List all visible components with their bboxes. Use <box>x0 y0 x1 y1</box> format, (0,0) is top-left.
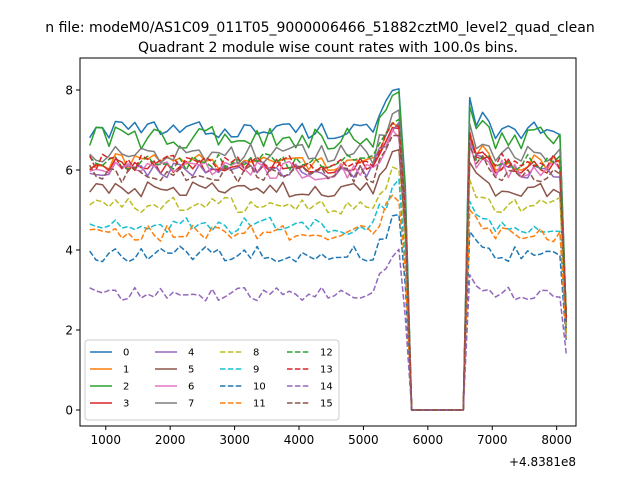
series-line-8 <box>89 166 568 411</box>
legend-frame <box>84 339 340 421</box>
y-tick-label: 6 <box>65 164 73 178</box>
legend-label-14: 14 <box>320 382 333 393</box>
legend-label-4: 4 <box>188 348 194 359</box>
y-tick-label: 0 <box>65 404 73 418</box>
y-tick-label: 4 <box>65 244 73 258</box>
x-tick-label: 6000 <box>413 433 444 447</box>
x-tick-label: 3000 <box>219 433 250 447</box>
series-line-10 <box>89 213 568 411</box>
x-axis: 1000 2000 3000 4000 5000 6000 7000 8000 <box>90 426 572 447</box>
legend-label-13: 13 <box>320 365 333 376</box>
legend-label-6: 6 <box>188 382 194 393</box>
series-line-2 <box>88 91 568 411</box>
y-tick-label: 8 <box>65 84 73 98</box>
series-line-0 <box>89 88 568 411</box>
series-line-11 <box>89 194 568 411</box>
series-layer <box>88 88 568 411</box>
legend-label-7: 7 <box>188 399 194 410</box>
chart-suptitle: n file: modeM0/AS1C09_011T05_9000006466_… <box>45 20 594 36</box>
legend-label-10: 10 <box>253 382 266 393</box>
legend-label-12: 12 <box>320 348 333 359</box>
legend-label-8: 8 <box>253 348 259 359</box>
series-line-7 <box>89 109 568 411</box>
series-line-12 <box>89 118 568 411</box>
legend-label-1: 1 <box>123 365 129 376</box>
x-tick-label: 1000 <box>90 433 121 447</box>
legend-label-0: 0 <box>123 348 129 359</box>
legend-label-15: 15 <box>320 399 333 410</box>
x-offset-label: +4.8381e8 <box>509 455 576 469</box>
x-tick-label: 8000 <box>541 433 572 447</box>
y-axis: 0 2 4 6 8 <box>65 84 80 418</box>
x-tick-label: 7000 <box>477 433 508 447</box>
series-line-13 <box>89 122 568 411</box>
y-tick-label: 2 <box>65 324 73 338</box>
legend-label-9: 9 <box>253 365 259 376</box>
x-tick-label: 4000 <box>284 433 315 447</box>
chart-title: Quadrant 2 module wise count rates with … <box>138 40 518 56</box>
legend-label-11: 11 <box>253 399 266 410</box>
x-tick-label: 5000 <box>348 433 379 447</box>
legend-label-5: 5 <box>188 365 194 376</box>
series-line-5 <box>89 148 568 411</box>
x-tick-label: 2000 <box>155 433 186 447</box>
series-line-14 <box>89 248 568 411</box>
plot-frame <box>79 57 577 427</box>
legend-label-2: 2 <box>123 382 129 393</box>
series-line-15 <box>89 134 568 411</box>
legend-label-3: 3 <box>123 399 129 410</box>
